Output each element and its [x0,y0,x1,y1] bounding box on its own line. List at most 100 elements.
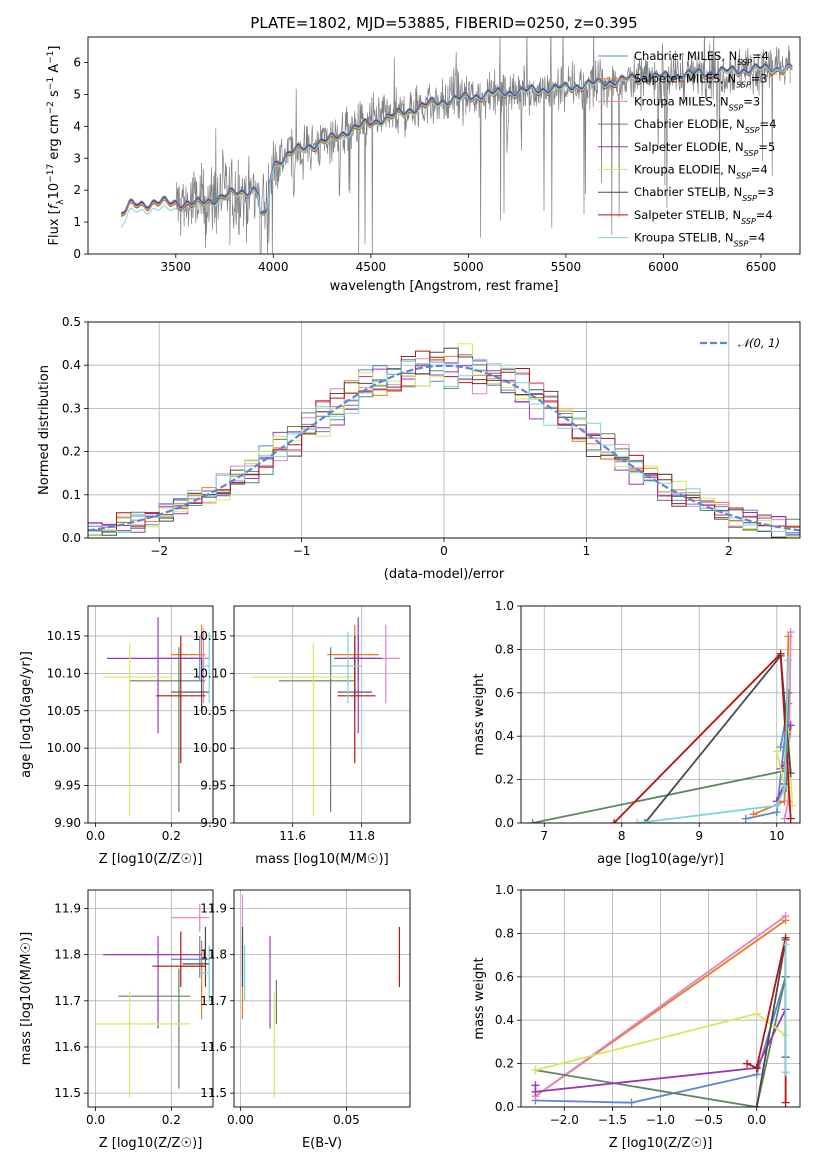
spectrum-ylabel-part: A [47,64,62,77]
age_vs_mass-frame [233,605,411,824]
residuals-ytick-label: 0.4 [62,358,81,372]
legend-label-part: Salpeter STELIB, N [634,208,741,222]
residuals-ytick-label: 0.0 [62,531,81,545]
massweight_vs_age-ytick-label: 0.4 [495,729,514,743]
legend-label-part: =4 [756,208,773,222]
massweight_vs_age-xtick-label: 7 [540,829,548,843]
massweight_vs_age-grid [521,605,800,824]
mass-weight-line [534,915,787,1097]
legend-label-part: SSP [736,171,751,180]
mass_vs_Z-grid [88,890,213,1107]
spectrum-ytick-label: 5 [73,87,81,101]
massweight_vs_Z-xtick-label: −0.5 [694,1113,723,1127]
mass-weight-marker [633,819,642,823]
massweight_vs_Z-ytick-label: 0.0 [495,1100,514,1114]
mass-weight-marker [743,1059,752,1068]
mass-weight-line [755,939,787,1107]
legend-label: Kroupa STELIB, NSSP=4 [634,231,765,249]
mass_vs_Z-marks [95,903,210,1098]
mass_vs_Z-panel: 0.0 0.2 11.5 11.6 11.7 11.8 11.9 Z [log10(Z/Z☉)… [19,889,214,1151]
age_vs_mass-grid [234,606,410,824]
massweight_vs_Z-ytick-label: 1.0 [495,883,514,897]
spectrum-ylabel: Flux [fλ10−17 erg cm−2 s−1 A−1] [46,46,66,246]
mass_vs_Z-ytick-label: 11.9 [54,901,81,915]
spectrum-model-line [120,62,793,214]
mass-weight-marker [531,1087,540,1096]
mass-weight-marker [641,819,649,823]
age_vs_mass-marks [251,617,400,816]
mass-weight-marker [752,1063,761,1072]
age_vs_Z-ytick-label: 9.90 [54,816,81,830]
legend-label: Chabrier ELODIE, NSSP=4 [634,117,776,135]
spectrum-xtick-label: 6500 [746,260,777,274]
spectrum-frame [87,36,801,255]
legend-label: Kroupa ELODIE, NSSP=4 [634,163,768,181]
spectrum-ylabel-part: ] [47,46,62,51]
mass-weight-marker [781,940,790,949]
mass-weight-marker [741,814,750,823]
mass-weight-marker [752,1009,761,1018]
mass-weight-marker [772,801,781,810]
residuals-ytick-label: 0.2 [62,445,81,459]
age_vs_Z-marks [103,617,210,816]
massweight_vs_Z-xtick-label: −2.0 [550,1113,579,1127]
massweight_vs_Z-panel: −2.0 −1.5 −1.0 −0.5 0.0 0.0 0.2 0.4 0.6 0.8 1.0 Z [… [472,883,801,1151]
residuals-marks [88,343,800,538]
massweight_vs_age-ytick-label: 1.0 [495,599,514,613]
spectrum-ylabel-part: −1 [46,51,56,64]
massweight_vs_Z-ytick-label: 0.2 [495,1057,514,1071]
mass-weight-marker [781,1098,790,1107]
spectrum-ytick-label: 6 [73,56,81,70]
legend-label: Chabrier MILES, NSSP=4 [634,49,769,67]
residuals-ytick-label: 0.5 [62,315,81,329]
mass-weight-marker [781,1068,790,1077]
age_vs_mass-ytick-label: 10.05 [193,704,227,718]
figure-title: PLATE=1802, MJD=53885, FIBERID=0250, z=0… [250,14,637,32]
residuals-ytick-label: 0.3 [62,401,81,415]
massweight_vs_age-panel: 7 8 9 10 0.0 0.2 0.4 0.6 0.8 1.0 age [log10(age/yr… [472,599,801,867]
massweight_vs_age-ytick-label: 0.8 [495,642,514,656]
residuals-panel: −2 −1 0 1 2 0.0 0.1 0.2 0.3 0.4 0.5 (data-model)/er… [37,315,801,582]
age_vs_Z-xlabel: Z [log10(Z/Z☉)] [99,852,203,867]
massweight_vs_age-xlabel: age [log10(age/yr)] [597,852,724,867]
mass-weight-marker [786,814,795,823]
mass_vs_ebv-frame [233,889,411,1108]
mass-weight-marker [776,649,785,658]
mass_vs_ebv-panel: 0.00 0.05 11.5 11.6 11.7 11.8 11.9 E(B-V) [200,889,411,1151]
age_vs_Z-ytick-label: 10.10 [47,666,81,680]
histogram-step [88,358,800,535]
age_vs_Z-frame [87,605,214,824]
residuals-ytick-label: 0.1 [62,488,81,502]
residuals-xtick-label: 2 [725,544,733,558]
mass-weight-marker [786,721,795,730]
age_vs_mass-ytick-label: 10.10 [193,666,227,680]
mass-weight-marker [781,912,790,921]
spectrum-ytick-label: 1 [73,215,81,229]
age_vs_mass-panel: 11.6 11.8 9.90 9.95 10.00 10.05 10.10 10.15 mass… [193,605,411,867]
age_vs_Z-ytick-label: 10.05 [47,704,81,718]
mass_vs_Z-ytick-label: 11.6 [54,1040,81,1054]
age_vs_Z-ytick-label: 9.95 [54,779,81,793]
age_vs_Z-xtick-label: 0.0 [86,829,105,843]
mass-weight-marker [772,747,781,756]
spectrum-xtick-label: 5500 [551,260,582,274]
mass_vs_Z-xlabel: Z [log10(Z/Z☉)] [99,1136,203,1151]
residuals-xtick-label: −2 [150,544,168,558]
spectrum-ylabel-part: 10 [47,183,62,200]
legend-label-part: SSP [741,216,756,225]
mass-weight-marker [528,819,537,823]
legend-label-part: Kroupa MILES, N [634,94,729,108]
spectrum-ytick-label: 4 [73,119,81,133]
massweight_vs_age-xtick-label: 8 [618,829,626,843]
massweight_vs_age-ytick-label: 0.2 [495,773,514,787]
age_vs_Z-ylabel: age [log10(age/yr)] [19,651,34,778]
mass-weight-marker [786,628,795,637]
spectrum-marks [120,37,793,254]
massweight_vs_Z-xlabel: Z [log10(Z/Z☉)] [609,1136,713,1151]
mass_vs_Z-ytick-label: 11.7 [54,994,81,1008]
mass-weight-marker [784,797,793,806]
legend-label-part: =3 [751,72,768,86]
legend-label-part: Salpeter ELODIE, N [634,140,744,154]
residuals-xtick-label: 0 [440,544,448,558]
legend-label-part: Chabrier ELODIE, N [634,117,745,131]
